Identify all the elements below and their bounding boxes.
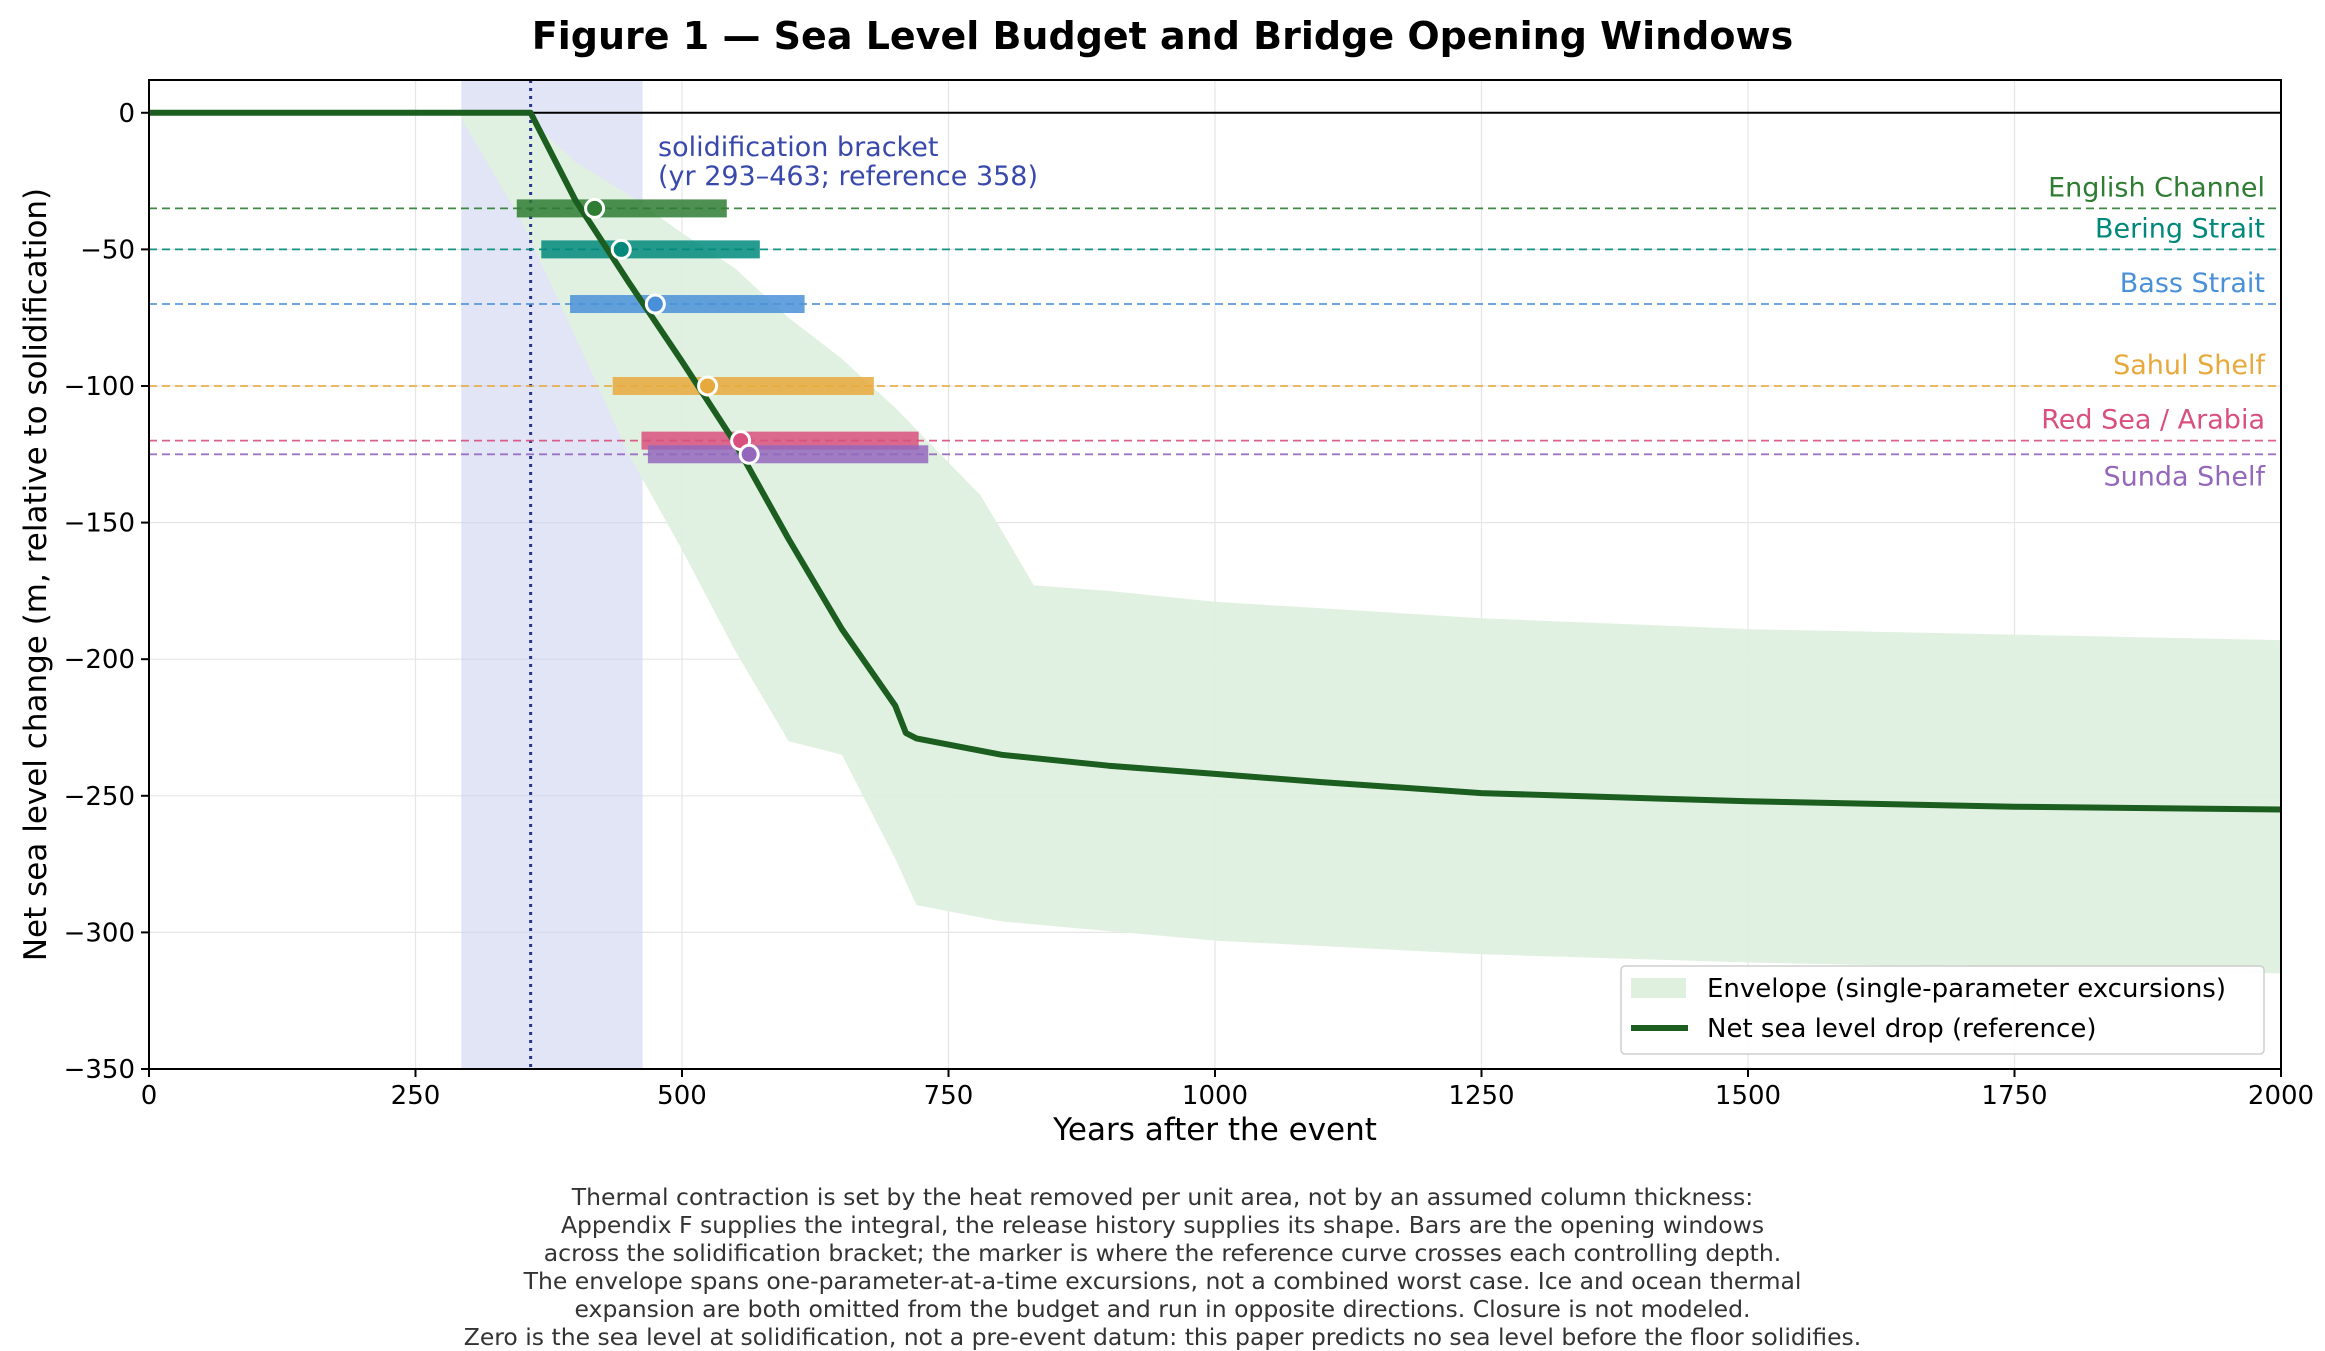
chart-title: Figure 1 — Sea Level Budget and Bridge O… [531, 14, 1794, 58]
caption-line: Appendix F supplies the integral, the re… [560, 1211, 1765, 1239]
strait-label: English Channel [2048, 172, 2265, 203]
x-tick-label: 1750 [1981, 1081, 2047, 1111]
y-tick-label: −350 [64, 1055, 135, 1085]
strait-label: Sunda Shelf [2104, 461, 2267, 492]
y-tick-label: −100 [64, 372, 135, 402]
caption-line: The envelope spans one-parameter-at-a-ti… [523, 1267, 1802, 1295]
strait-label: Red Sea / Arabia [2041, 405, 2265, 436]
legend-label-envelope: Envelope (single-parameter excursions) [1707, 974, 2226, 1004]
reference-curve-layer [149, 109, 2282, 813]
crossing-marker [738, 443, 760, 465]
opening-window-bars [516, 199, 929, 464]
envelope-layer [461, 80, 2281, 1069]
y-tick-label: −200 [64, 645, 135, 675]
opening-window-bar [516, 199, 727, 218]
caption-line: expansion are both omitted from the budg… [574, 1295, 1751, 1323]
legend-swatch-envelope [1631, 978, 1686, 998]
x-tick-label: 750 [924, 1081, 974, 1111]
legend-box [1620, 965, 2265, 1055]
crossing-marker [584, 197, 606, 219]
legend-label-curve: Net sea level drop (reference) [1707, 1014, 2096, 1044]
bracket-label: solidification bracket [658, 132, 938, 163]
figure-caption: Thermal contraction is set by the heat r… [0, 1183, 2325, 1351]
caption-line: Zero is the sea level at solidification,… [463, 1323, 1862, 1351]
opening-window-bar [641, 431, 919, 450]
reference-curve [149, 109, 2282, 813]
x-tick-label: 1000 [1182, 1081, 1248, 1111]
caption-line: across the solidification bracket; the m… [543, 1239, 1782, 1267]
strait-label: Bass Strait [2120, 268, 2265, 299]
opening-window-bar [570, 295, 805, 314]
crossing-markers [584, 197, 760, 465]
caption-line: Thermal contraction is set by the heat r… [571, 1183, 1754, 1211]
crossing-marker [644, 293, 666, 315]
x-axis-label: Years after the event [1052, 1112, 1377, 1148]
crossing-marker [697, 375, 719, 397]
opening-window-bar [647, 445, 929, 464]
x-tick-label: 250 [391, 1081, 441, 1111]
crossing-marker [610, 238, 632, 260]
axes-layer: 0 250 500 750 1000 1250 1500 1750 2000 0 −50 −100 −1… [18, 79, 2314, 1148]
x-tick-label: 2000 [2248, 1081, 2314, 1111]
opening-window-bar [612, 376, 874, 395]
x-tick-label: 1500 [1715, 1081, 1781, 1111]
strait-label: Sahul Shelf [2113, 350, 2266, 381]
x-tick-label: 1250 [1448, 1081, 1514, 1111]
y-tick-label: −150 [64, 509, 135, 539]
opening-window-bar [541, 240, 760, 259]
strait-labels: English Channel Bering Strait Bass Strait S… [658, 132, 2266, 492]
legend: Envelope (single-parameter excursions) Ne… [1620, 965, 2265, 1055]
x-tick-label: 0 [141, 1081, 158, 1111]
bracket-label-range: (yr 293–463; reference 358) [658, 161, 1038, 192]
y-tick-label: −250 [64, 782, 135, 812]
y-tick-label: −50 [80, 235, 135, 265]
envelope-area [461, 112, 2281, 974]
strait-label: Bering Strait [2095, 213, 2265, 244]
x-tick-label: 500 [657, 1081, 707, 1111]
y-tick-label: −300 [64, 918, 135, 948]
y-axis-label: Net sea level change (m, relative to sol… [18, 188, 54, 961]
y-tick-label: 0 [118, 99, 135, 129]
